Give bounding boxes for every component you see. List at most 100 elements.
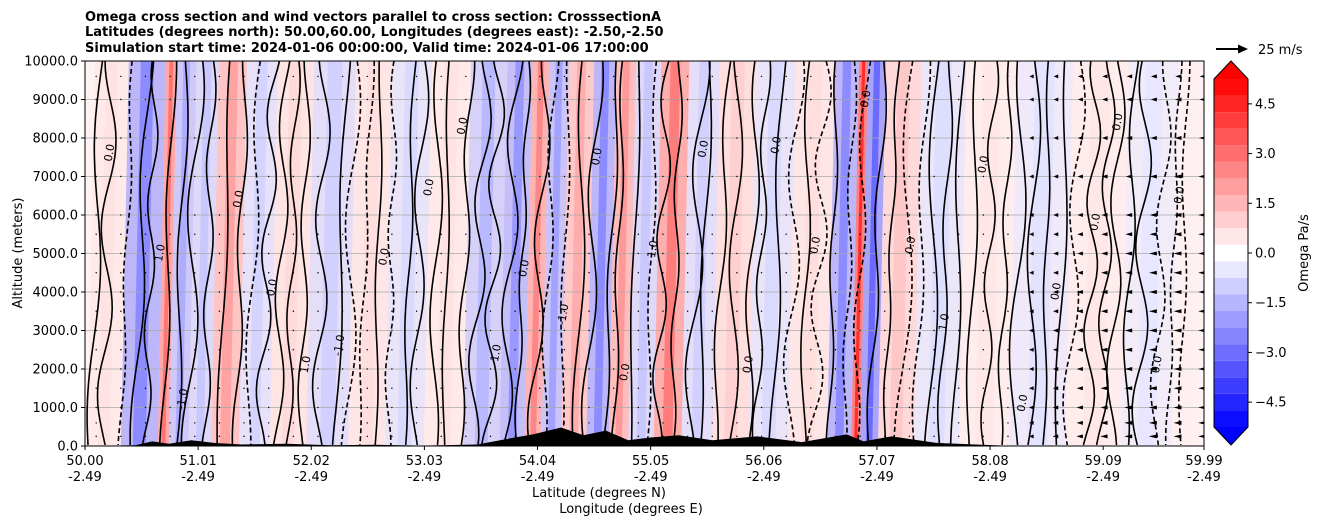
wind-vector [1148,405,1157,410]
wind-vector [341,349,344,351]
wind-vector [982,252,985,255]
wind-vector [243,98,245,101]
wind-vector [341,137,344,139]
y-tick-label: 3000.0 [33,324,79,339]
wind-vector [514,387,516,389]
wind-vector [588,75,590,78]
wind-vector [662,291,664,293]
wind-vector [489,406,492,409]
wind-vector [267,75,270,78]
wind-vector [686,233,689,235]
wind-vector [1029,213,1034,217]
wind-vector [933,137,935,139]
wind-vector [1149,213,1157,217]
wind-vector [194,272,196,274]
wind-vector [267,422,270,424]
colorbar-segment [1214,145,1248,162]
wind-vector [1198,348,1204,352]
wind-vector [810,214,812,216]
contour-label: 0.0 [768,135,784,154]
wind-vector [144,349,147,351]
wind-vector [1029,328,1034,333]
wind-vector [1198,367,1204,371]
x-tick-label-lat: 56.06 [745,454,782,469]
wind-vector [1173,367,1182,371]
wind-vector [563,214,566,216]
wind-vector [686,175,689,178]
wind-vector [1148,434,1157,439]
wind-vector [243,310,245,312]
wind-vector [440,272,442,274]
contour-line [526,61,551,446]
wind-vector [539,387,541,389]
wind-vector [563,422,566,424]
contour-label: 1.0 [936,312,952,331]
contour-label: -1.0 [174,387,191,410]
contour-line [1026,61,1042,446]
wind-vector [144,214,147,216]
colorbar-tick-label: −1.5 [1255,296,1287,311]
wind-vector [686,137,689,139]
wind-vector [933,387,935,389]
wind-vector [588,310,590,312]
wind-vector [341,252,344,255]
wind-vector [711,75,713,78]
wind-vector [95,435,97,438]
wind-vector [588,214,590,216]
wind-vector [588,368,590,370]
wind-vector [1052,367,1059,371]
wind-vector [317,252,319,255]
wind-vector [440,329,442,332]
colorbar-extend-min [1214,427,1248,445]
wind-vector [1007,349,1009,351]
wind-vector [1007,98,1009,101]
wind-vector [539,310,541,312]
wind-vector [514,422,516,424]
wind-vector [933,272,935,274]
wind-vector [1007,368,1009,370]
wind-vector [1007,329,1009,332]
wind-vector [415,406,418,409]
wind-vector [391,387,393,389]
wind-vector [859,329,861,332]
wind-vector [243,252,245,255]
wind-vector [785,214,787,216]
wind-vector [662,329,664,332]
wind-vector [1029,74,1034,79]
wind-vector [859,387,861,389]
contour-line [866,61,887,446]
wind-vector [539,233,541,235]
wind-vector [465,272,467,274]
wind-vector [1053,309,1059,314]
wind-vector [760,252,763,255]
wind-vector [834,349,837,351]
wind-vector [1077,74,1083,79]
wind-vector [1052,420,1059,425]
wind-vector [637,406,640,409]
wind-vector [1100,386,1108,391]
wind-vector [686,310,689,312]
wind-vector [588,98,590,101]
wind-vector [1052,347,1059,352]
wind-vector [243,137,245,139]
wind-vector [514,175,516,178]
wind-vector [1126,136,1133,140]
wind-vector [810,175,812,178]
contour-line-negative [1149,61,1172,446]
wind-vector [465,98,467,101]
wind-vector [982,329,985,332]
contour-line [96,61,117,446]
contour-line [1122,61,1140,446]
wind-vector [1007,175,1009,178]
wind-vector [292,349,295,351]
wind-vector [514,75,516,78]
wind-vector [637,310,640,312]
wind-vector [95,310,97,312]
wind-vector [563,291,566,293]
x-axis-ticks: 50.00-2.4951.01-2.4952.02-2.4953.03-2.49… [66,446,1223,485]
contour-line [699,61,713,446]
wind-vector [908,75,911,78]
y-tick-label: 7000.0 [33,170,79,185]
wind-vector [144,387,147,389]
wind-vector [711,291,713,293]
